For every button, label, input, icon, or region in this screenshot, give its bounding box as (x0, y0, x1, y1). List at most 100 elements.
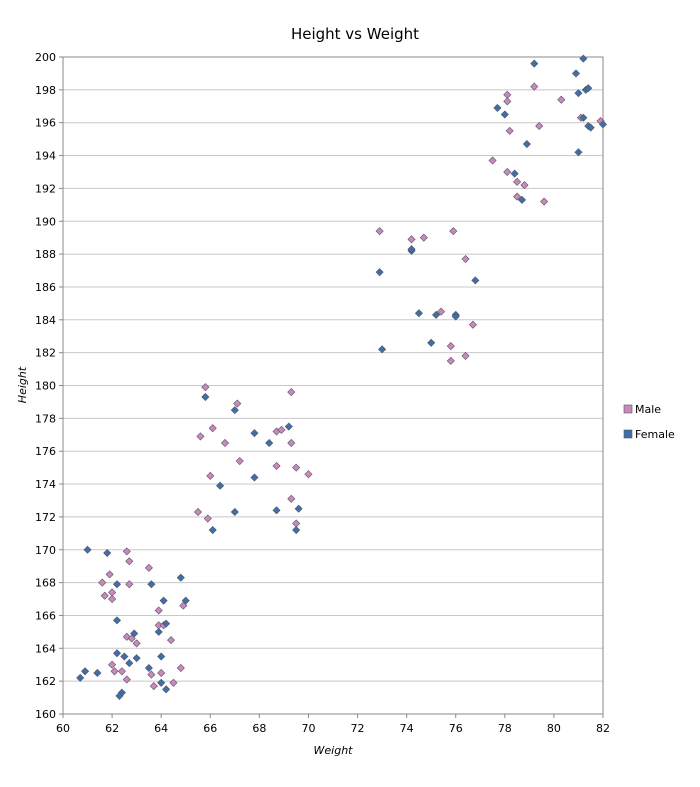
data-point-male (108, 660, 117, 669)
data-point-female (103, 549, 112, 558)
y-tick-label: 166 (35, 609, 56, 622)
data-point-female (120, 652, 129, 661)
data-point-female (115, 691, 124, 700)
data-point-female (292, 526, 301, 535)
data-point-male (468, 320, 477, 329)
y-tick-label: 164 (35, 642, 56, 655)
data-point-female (93, 668, 102, 677)
y-tick-label: 190 (35, 215, 56, 228)
x-axis-ticks: 60 62 64 66 68 70 72 74 76 78 80 82 (56, 714, 610, 735)
data-point-female (250, 473, 259, 482)
data-point-male (125, 557, 134, 566)
data-point-male (272, 461, 281, 471)
data-point-female (157, 652, 166, 661)
data-point-male (407, 235, 416, 244)
y-tick-label: 192 (35, 182, 56, 195)
x-tick-label: 72 (351, 722, 365, 735)
data-point-female (579, 54, 588, 63)
data-point-male (287, 388, 296, 397)
legend-label-male: Male (635, 403, 661, 416)
x-axis-label: Weight (314, 744, 354, 757)
data-point-female (216, 481, 225, 490)
y-tick-label: 178 (35, 412, 56, 425)
x-tick-label: 62 (105, 722, 119, 735)
y-tick-label: 170 (35, 544, 56, 557)
data-point-female (230, 507, 239, 516)
data-point-female (159, 596, 168, 605)
data-point-male (557, 95, 566, 104)
data-point-female (586, 123, 595, 132)
chart-title: Height vs Weight (291, 25, 419, 43)
data-point-female (284, 422, 293, 431)
data-point-male (105, 570, 114, 579)
y-tick-label: 196 (35, 117, 56, 130)
data-point-male (196, 432, 205, 441)
data-point-female (230, 406, 239, 415)
y-tick-label: 188 (35, 248, 56, 261)
data-point-female (154, 627, 163, 636)
data-point-female (157, 678, 166, 687)
data-point-female (530, 59, 539, 68)
data-point-male (208, 424, 217, 433)
data-point-female (574, 89, 583, 98)
data-point-male (513, 192, 522, 201)
data-point-female (510, 169, 519, 178)
data-point-male (304, 470, 313, 479)
data-point-male (147, 670, 156, 679)
y-tick-label: 182 (35, 347, 56, 360)
data-point-female (517, 195, 527, 204)
data-point-female (81, 667, 90, 676)
x-tick-label: 70 (301, 722, 315, 735)
data-point-male (220, 438, 230, 448)
y-tick-label: 200 (35, 51, 56, 64)
x-tick-label: 78 (498, 722, 512, 735)
x-tick-label: 68 (252, 722, 266, 735)
gridlines (63, 56, 603, 715)
y-tick-label: 186 (35, 281, 56, 294)
legend-swatch-female (623, 429, 633, 439)
data-point-male (193, 507, 203, 516)
data-point-male (154, 606, 163, 615)
data-point-male (461, 351, 470, 360)
data-point-female (144, 663, 153, 673)
data-point-female (598, 120, 608, 129)
data-point-female (407, 245, 416, 254)
data-point-female (147, 580, 156, 589)
y-tick-label: 184 (35, 314, 56, 327)
data-point-male (503, 167, 512, 176)
legend: Male Female (623, 403, 675, 441)
data-point-female (451, 312, 460, 321)
series-male (98, 82, 605, 691)
data-point-male (540, 197, 549, 206)
data-point-female (375, 268, 384, 277)
data-point-male (201, 383, 210, 392)
data-point-male (446, 356, 455, 365)
legend-swatch-male (623, 404, 633, 414)
x-tick-label: 80 (547, 722, 561, 735)
data-point-male (233, 399, 242, 408)
data-point-male (503, 97, 512, 106)
data-point-female (132, 654, 141, 663)
x-tick-label: 82 (596, 722, 610, 735)
data-point-male (108, 588, 117, 597)
data-point-female (176, 573, 185, 582)
data-point-male (287, 438, 296, 448)
y-tick-label: 174 (35, 478, 56, 491)
data-point-female (522, 140, 531, 149)
data-point-female (432, 310, 441, 319)
data-point-female (112, 616, 122, 625)
data-point-male (122, 547, 131, 556)
data-point-female (574, 148, 583, 157)
data-point-female (130, 629, 139, 638)
data-points (76, 54, 608, 700)
series-female (76, 54, 608, 700)
data-point-female (201, 392, 210, 402)
data-point-male (149, 682, 158, 691)
data-point-male (122, 632, 131, 641)
data-point-male (461, 255, 470, 264)
data-point-male (108, 595, 117, 604)
data-point-male (503, 90, 512, 99)
data-point-male (520, 181, 529, 190)
